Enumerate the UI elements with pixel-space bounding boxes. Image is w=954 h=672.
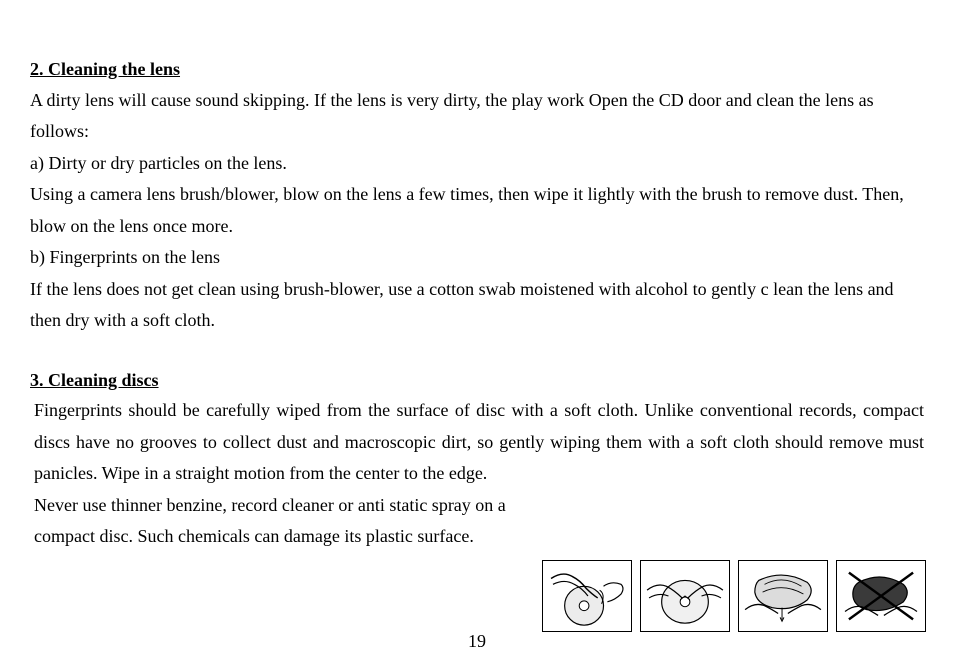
page-number: 19 — [0, 631, 954, 652]
section-2-a-body: Using a camera lens brush/blower, blow o… — [30, 179, 924, 242]
section-3-p1: Fingerprints should be carefully wiped f… — [34, 395, 924, 490]
section-2-b-body: If the lens does not get clean using bru… — [30, 274, 924, 337]
section-3-p2: Never use thinner benzine, record cleane… — [34, 490, 554, 553]
wipe-disc-cloth-illustration — [738, 560, 828, 632]
document-page: 2. Cleaning the lens A dirty lens will c… — [0, 0, 954, 672]
do-not-wipe-circular-illustration — [836, 560, 926, 632]
section-spacer — [30, 337, 924, 365]
cleaning-figures-row — [542, 560, 926, 632]
section-2-heading: 2. Cleaning the lens — [30, 54, 924, 85]
section-2-b-label: b) Fingerprints on the lens — [30, 242, 924, 274]
hold-disc-center-illustration — [640, 560, 730, 632]
section-2-intro: A dirty lens will cause sound skipping. … — [30, 85, 924, 148]
section-3-heading: 3. Cleaning discs — [30, 365, 924, 396]
section-2-a-label: a) Dirty or dry particles on the lens. — [30, 148, 924, 180]
hold-disc-edge-illustration — [542, 560, 632, 632]
